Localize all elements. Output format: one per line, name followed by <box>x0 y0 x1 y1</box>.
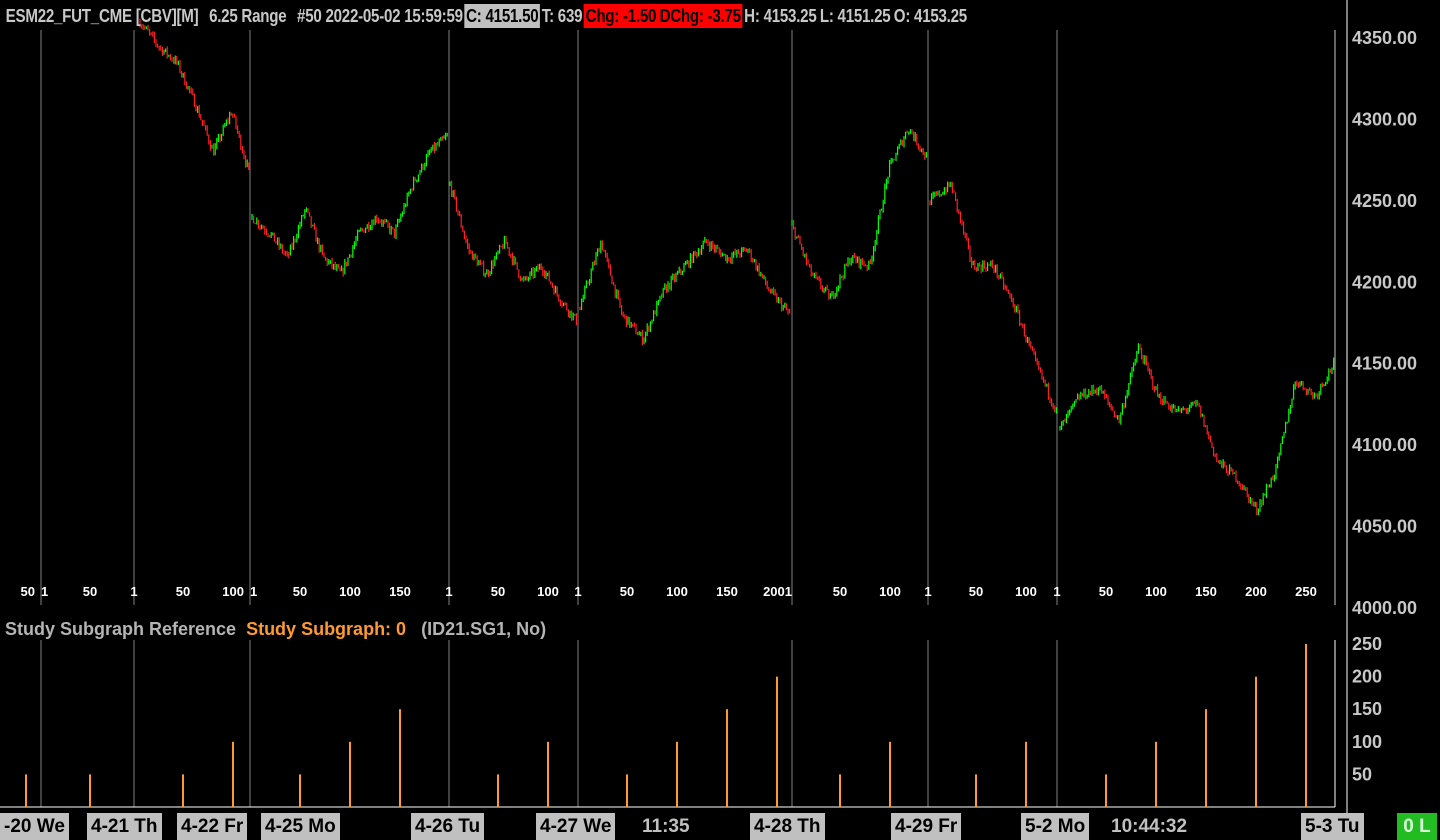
date-label: 4-22 Fr <box>177 813 248 840</box>
bar-number-label: 100 <box>666 584 688 599</box>
time-label: 11:35 <box>642 816 690 837</box>
subgraph-tick-label: 50 <box>1352 764 1372 784</box>
bar-info: #50 2022-05-02 15:59:59 <box>297 6 463 26</box>
price-tick-label: 4350.00 <box>1352 28 1417 48</box>
bar-number-label: 50 <box>491 584 505 599</box>
price-tick-label: 4100.00 <box>1352 435 1417 455</box>
change-value: Chg: -1.50 <box>583 4 658 28</box>
bar-number-label: 150 <box>389 584 411 599</box>
subgraph-tick-label: 150 <box>1352 699 1382 719</box>
price-tick-label: 4200.00 <box>1352 272 1417 292</box>
symbol: ESM22_FUT_CME [CBV][M] <box>5 6 199 26</box>
bar-number-label: 1 <box>574 584 581 599</box>
price-tick-label: 4150.00 <box>1352 354 1417 374</box>
time-label: 10:44:32 <box>1111 816 1188 837</box>
price-tick-label: 4000.00 <box>1352 598 1417 618</box>
chart-header: ESM22_FUT_CME [CBV][M] 6.25 Range #50 20… <box>4 4 969 28</box>
daily-change-value: DChg: -3.75 <box>657 4 743 28</box>
bar-number-label: 100 <box>1015 584 1037 599</box>
high-value: H: 4153.25 <box>744 6 817 26</box>
trades-value: T: 639 <box>541 6 583 26</box>
bar-number-label: 100 <box>537 584 559 599</box>
open-value: O: 4153.25 <box>893 6 967 26</box>
date-label: 4-28 Th <box>750 813 825 840</box>
price-tick-label: 4050.00 <box>1352 517 1417 537</box>
bar-number-label: 1 <box>924 584 931 599</box>
bar-number-label: 50 <box>176 584 190 599</box>
study-title: Study Subgraph Reference Study Subgraph:… <box>5 619 546 640</box>
date-label: 4-26 Tu <box>411 813 485 840</box>
bar-number-label: 50 <box>620 584 634 599</box>
status-badge[interactable]: 0 L <box>1397 813 1437 840</box>
bar-number-label: 100 <box>1145 584 1167 599</box>
bar-number-label: 1 <box>250 584 257 599</box>
bar-number-label: 50 <box>1099 584 1113 599</box>
study-name: Study Subgraph Reference <box>5 619 237 639</box>
date-label: 4-25 Mo <box>261 813 340 840</box>
bar-number-label: 100 <box>879 584 901 599</box>
bar-number-label: 150 <box>716 584 738 599</box>
bar-number-label: 1 <box>445 584 452 599</box>
subgraph-tick-label: 250 <box>1352 634 1382 654</box>
bar-number-label: 1 <box>41 584 48 599</box>
date-label: 5-2 Mo <box>1021 813 1090 840</box>
bar-number-label: 50 <box>83 584 97 599</box>
date-label: 4-29 Fr <box>891 813 962 840</box>
bar-number-label: 1 <box>1053 584 1060 599</box>
price-tick-label: 4250.00 <box>1352 191 1417 211</box>
date-label: -20 We <box>0 813 69 840</box>
bar-number-label: 50 <box>293 584 307 599</box>
close-value: C: 4151.50 <box>464 4 541 28</box>
date-label: 4-27 We <box>536 813 616 840</box>
bar-number-label: 100 <box>339 584 361 599</box>
bar-number-label: 200 <box>1245 584 1267 599</box>
bar-number-label: 50 <box>833 584 847 599</box>
date-label: 5-3 Tu <box>1301 813 1364 840</box>
bar-number-label: 2001 <box>763 584 792 599</box>
bar-number-label: 50 <box>21 584 35 599</box>
subgraph-tick-label: 100 <box>1352 732 1382 752</box>
subgraph-tick-label: 200 <box>1352 667 1382 687</box>
bar-type: 6.25 Range <box>209 6 287 26</box>
bar-number-label: 1 <box>130 584 137 599</box>
study-subgraph: Study Subgraph: 0 <box>246 619 407 639</box>
study-ref: (ID21.SG1, No) <box>421 619 547 639</box>
bar-number-label: 100 <box>222 584 244 599</box>
bar-number-label: 50 <box>969 584 983 599</box>
bar-number-label: 150 <box>1195 584 1217 599</box>
bar-number-label: 250 <box>1295 584 1317 599</box>
low-value: L: 4151.25 <box>819 6 891 26</box>
date-label: 4-21 Th <box>87 813 162 840</box>
price-tick-label: 4300.00 <box>1352 109 1417 129</box>
